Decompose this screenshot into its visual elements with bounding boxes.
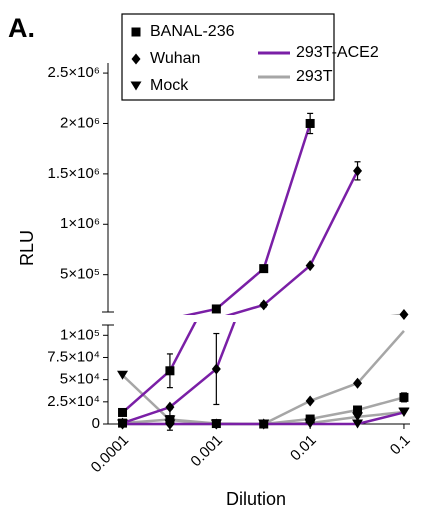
data-point — [352, 419, 364, 429]
y-tick-label: 1×10⁵ — [60, 326, 100, 343]
data-point — [305, 260, 315, 272]
data-point — [259, 299, 269, 311]
x-tick-label: 0.1 — [387, 432, 414, 459]
y-tick-label: 5×10⁵ — [60, 266, 100, 283]
data-point — [353, 405, 363, 415]
data-point — [353, 377, 363, 389]
series-line — [390, 313, 405, 315]
y-axis-label: RLU — [17, 230, 37, 266]
legend-label: Wuhan — [150, 50, 200, 67]
series-line — [123, 320, 404, 326]
legend-label: Mock — [150, 77, 189, 94]
data-point — [258, 419, 270, 429]
data-point — [165, 401, 175, 413]
x-tick-label: 0.001 — [187, 432, 226, 471]
y-tick-label: 2.5×10⁶ — [48, 64, 100, 81]
data-point — [211, 304, 221, 314]
series-line — [123, 322, 404, 325]
legend-marker — [131, 27, 141, 37]
data-point — [118, 407, 128, 417]
y-tick-label: 5×10⁴ — [60, 371, 100, 388]
data-point — [305, 395, 315, 407]
y-tick-label: 2.5×10⁴ — [47, 393, 100, 410]
legend-label: 293T — [296, 68, 333, 85]
x-tick-label: 0.01 — [287, 432, 320, 465]
series-line — [123, 324, 404, 325]
series-line — [121, 374, 405, 426]
data-point — [259, 264, 269, 274]
y-tick-label: 7.5×10⁴ — [47, 348, 100, 365]
x-tick-label: 0.0001 — [88, 432, 132, 476]
data-point — [210, 419, 222, 429]
x-axis-label: Dilution — [226, 489, 286, 509]
data-point — [398, 407, 410, 417]
y-tick-label: 1.5×10⁶ — [48, 165, 100, 182]
y-tick-label: 2×10⁶ — [60, 114, 100, 131]
series-line — [122, 322, 236, 425]
data-point — [117, 370, 129, 380]
series-line — [224, 170, 359, 315]
series-line — [182, 123, 312, 315]
data-point — [118, 418, 128, 430]
legend-marker — [130, 81, 142, 91]
legend-box — [121, 13, 335, 101]
data-point — [165, 366, 175, 376]
data-point — [352, 412, 364, 422]
data-point — [353, 165, 363, 177]
panel-label: A. — [8, 13, 35, 43]
y-tick-label: 1×10⁶ — [60, 215, 100, 232]
legend-label: 293T-ACE2 — [296, 44, 379, 61]
legend-label: BANAL-236 — [150, 23, 235, 40]
y-tick-label: 0 — [92, 415, 100, 432]
data-point — [399, 308, 409, 320]
data-point — [164, 415, 176, 425]
legend-marker — [131, 53, 141, 65]
data-point — [304, 418, 316, 428]
series-line — [121, 322, 197, 414]
data-point — [305, 118, 315, 128]
data-point — [399, 392, 409, 402]
data-point — [211, 363, 221, 375]
